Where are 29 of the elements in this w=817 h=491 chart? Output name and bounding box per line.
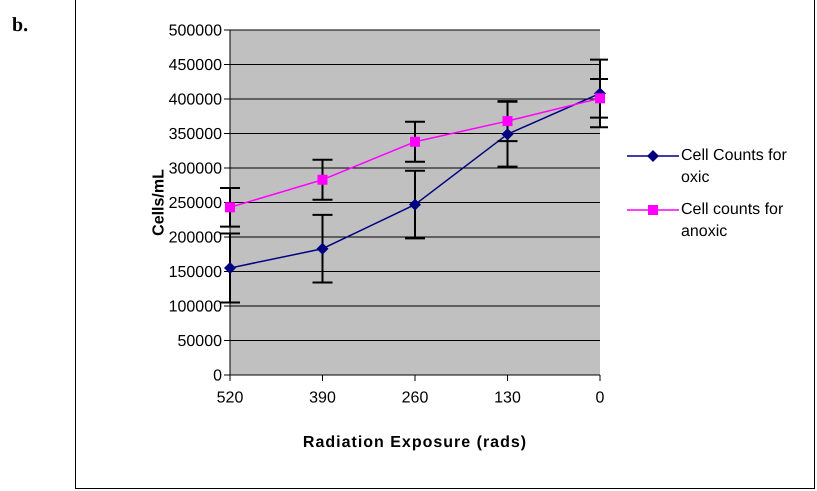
legend-label: Cell Counts for oxic <box>681 146 788 188</box>
y-tick-label: 0 <box>213 368 222 385</box>
x-tick-label: 260 <box>402 389 428 406</box>
point <box>595 93 605 104</box>
x-tick-label: 520 <box>216 389 244 406</box>
y-tick-label: 300000 <box>168 160 222 178</box>
point <box>502 116 512 126</box>
text: b. <box>12 14 28 37</box>
y-tick-label: 500000 <box>168 22 222 40</box>
y-tick-label: 100000 <box>168 298 222 316</box>
y-tick-label: 400000 <box>168 92 222 109</box>
y-tick-label: 250000 <box>168 195 222 212</box>
point <box>318 174 328 185</box>
x-tick-label: 0 <box>596 389 605 406</box>
y-tick-label: 200000 <box>168 230 222 247</box>
point <box>409 198 421 211</box>
point <box>502 128 514 140</box>
legend-label: Cell counts for anoxic <box>681 200 784 242</box>
point <box>316 242 328 255</box>
y-tick-label: 350000 <box>168 126 222 144</box>
y-axis-title: Cells/mL <box>150 168 168 236</box>
x-tick-label: 390 <box>309 389 336 406</box>
point <box>410 136 420 147</box>
x-axis-title: Radiation Exposure (rads) <box>302 434 528 451</box>
point <box>224 262 236 274</box>
y-tick-label: 50000 <box>178 333 222 350</box>
x-tick-label: 130 <box>494 389 521 406</box>
y-tick-label: 450000 <box>168 57 222 74</box>
y-tick-label: 150000 <box>168 264 222 282</box>
